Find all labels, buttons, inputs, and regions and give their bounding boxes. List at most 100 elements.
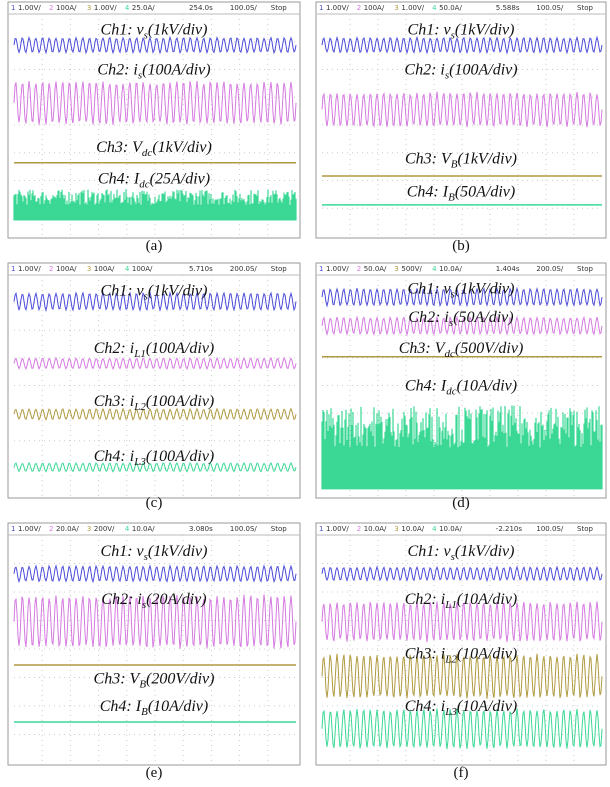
channel-scale: 50.0A/ <box>439 4 462 12</box>
channel-number: 2 <box>357 265 361 273</box>
run-state: Stop <box>271 4 287 12</box>
label-text: (10A/div) <box>457 646 517 663</box>
label-text: Ch4: i <box>94 448 134 465</box>
channel-label: Ch2: iL1(10A/div) <box>405 591 518 611</box>
label-text: (1kV/div) <box>455 280 515 297</box>
label-text: Ch4: I <box>405 378 447 395</box>
label-text: Ch3: V <box>405 150 453 167</box>
label-subscript: L3 <box>133 456 146 468</box>
time-position: -2.210s <box>496 525 523 533</box>
channel-label: Ch3: VB(1kV/div) <box>405 150 517 170</box>
channel-number: 3 <box>394 265 398 273</box>
channel-scale: 1.00V/ <box>94 4 117 12</box>
label-text: (1kV/div) <box>152 139 212 156</box>
channel-scale: 10.0A/ <box>132 525 155 533</box>
run-state: Stop <box>577 265 593 273</box>
channel-number: 1 <box>319 265 323 273</box>
label-text: (1kV/div) <box>148 543 208 560</box>
label-text: Ch2: i <box>408 309 448 326</box>
channel-label: Ch2: is(20A/div) <box>101 591 206 611</box>
label-text: (1kV/div) <box>457 150 517 167</box>
channel-number: 2 <box>49 525 53 533</box>
label-text: Ch3: i <box>94 393 134 410</box>
label-text: Ch2: i <box>97 62 137 79</box>
label-text: Ch1: v <box>408 280 452 297</box>
label-text: (25A/div) <box>150 170 210 187</box>
channel-number: 2 <box>357 4 361 12</box>
channel-scale: 1.00V/ <box>326 265 349 273</box>
label-text: (100A/div) <box>142 62 210 79</box>
channel-number: 1 <box>11 525 15 533</box>
label-text: (500V/div) <box>455 340 523 357</box>
label-text: Ch4: I <box>407 184 449 201</box>
channel-number: 3 <box>394 525 398 533</box>
channel-label: Ch3: VB(200V/div) <box>94 671 215 691</box>
channel-scale: 25.0A/ <box>132 4 155 12</box>
run-state: Stop <box>577 525 593 533</box>
label-text: Ch1: v <box>408 543 452 560</box>
channel-scale: 50.0A/ <box>364 265 387 273</box>
channel-label: Ch1: vs(1kV/div) <box>101 543 208 563</box>
channel-scale: 100A/ <box>56 265 77 273</box>
caption: (b) <box>452 238 470 254</box>
label-text: (1kV/div) <box>455 22 515 39</box>
channel-number: 1 <box>11 4 15 12</box>
label-text: (50A/div) <box>455 184 515 201</box>
label-text: Ch1: v <box>408 22 452 39</box>
sample-rate: 100.0S/ <box>536 525 563 533</box>
channel-label: Ch4: IB(50A/div) <box>407 184 515 204</box>
label-text: (10A/div) <box>457 378 517 395</box>
channel-scale: 1.00V/ <box>401 4 424 12</box>
channel-number: 4 <box>432 4 437 12</box>
channel-label: Ch1: vs(1kV/div) <box>408 280 515 300</box>
label-text: (10A/div) <box>457 591 517 608</box>
run-state: Stop <box>271 525 287 533</box>
label-text: (50A/div) <box>453 309 513 326</box>
channel-scale: 1.00V/ <box>18 4 41 12</box>
sample-rate: 100.0S/ <box>536 4 563 12</box>
label-text: Ch2: i <box>404 62 444 79</box>
channel-number: 4 <box>125 4 130 12</box>
channel-number: 1 <box>319 525 323 533</box>
channel-scale: 10.0A/ <box>401 525 424 533</box>
caption: (a) <box>146 238 163 254</box>
label-subscript: dc <box>444 348 455 360</box>
label-text: (1kV/div) <box>148 22 208 39</box>
channel-number: 2 <box>49 265 53 273</box>
channel-scale: 10.0A/ <box>364 525 387 533</box>
time-position: 5.710s <box>189 265 213 273</box>
label-text: (100A/div) <box>146 340 214 357</box>
figure: 11.00V/2100A/31.00V/425.0A/254.0s100.0S/… <box>0 0 610 787</box>
channel-label: Ch4: iL3(100A/div) <box>94 448 215 468</box>
channel-scale: 500V/ <box>401 265 422 273</box>
channel-scale: 1.00V/ <box>326 4 349 12</box>
channel-number: 3 <box>87 4 91 12</box>
channel-label: Ch1: vs(1kV/div) <box>408 543 515 563</box>
caption: (e) <box>146 765 163 781</box>
channel-scale: 1.00V/ <box>18 525 41 533</box>
channel-number: 3 <box>87 265 91 273</box>
channel-scale: 100A/ <box>56 4 77 12</box>
time-position: 5.588s <box>496 4 520 12</box>
channel-number: 4 <box>432 265 437 273</box>
label-text: Ch2: i <box>101 591 141 608</box>
label-text: (1kV/div) <box>455 543 515 560</box>
caption: (d) <box>452 495 470 511</box>
channel-scale: 10.0A/ <box>439 265 462 273</box>
channel-label: Ch2: is(50A/div) <box>408 309 513 329</box>
channel-label: Ch4: Idc(25A/div) <box>98 170 210 190</box>
label-text: (100A/div) <box>146 393 214 410</box>
channel-number: 3 <box>87 525 91 533</box>
label-subscript: L1 <box>444 599 457 611</box>
label-subscript: L2 <box>133 401 146 413</box>
channel-label: Ch3: iL2(100A/div) <box>94 393 215 413</box>
label-text: Ch2: i <box>94 340 134 357</box>
channel-scale: 10.0A/ <box>439 525 462 533</box>
sample-rate: 200.0S/ <box>536 265 563 273</box>
scope-panel: 11.00V/2100A/3100A/4100A/5.710s200.0S/St… <box>8 263 300 498</box>
channel-label: Ch3: Vdc(1kV/div) <box>96 139 212 159</box>
caption: (f) <box>454 765 469 781</box>
